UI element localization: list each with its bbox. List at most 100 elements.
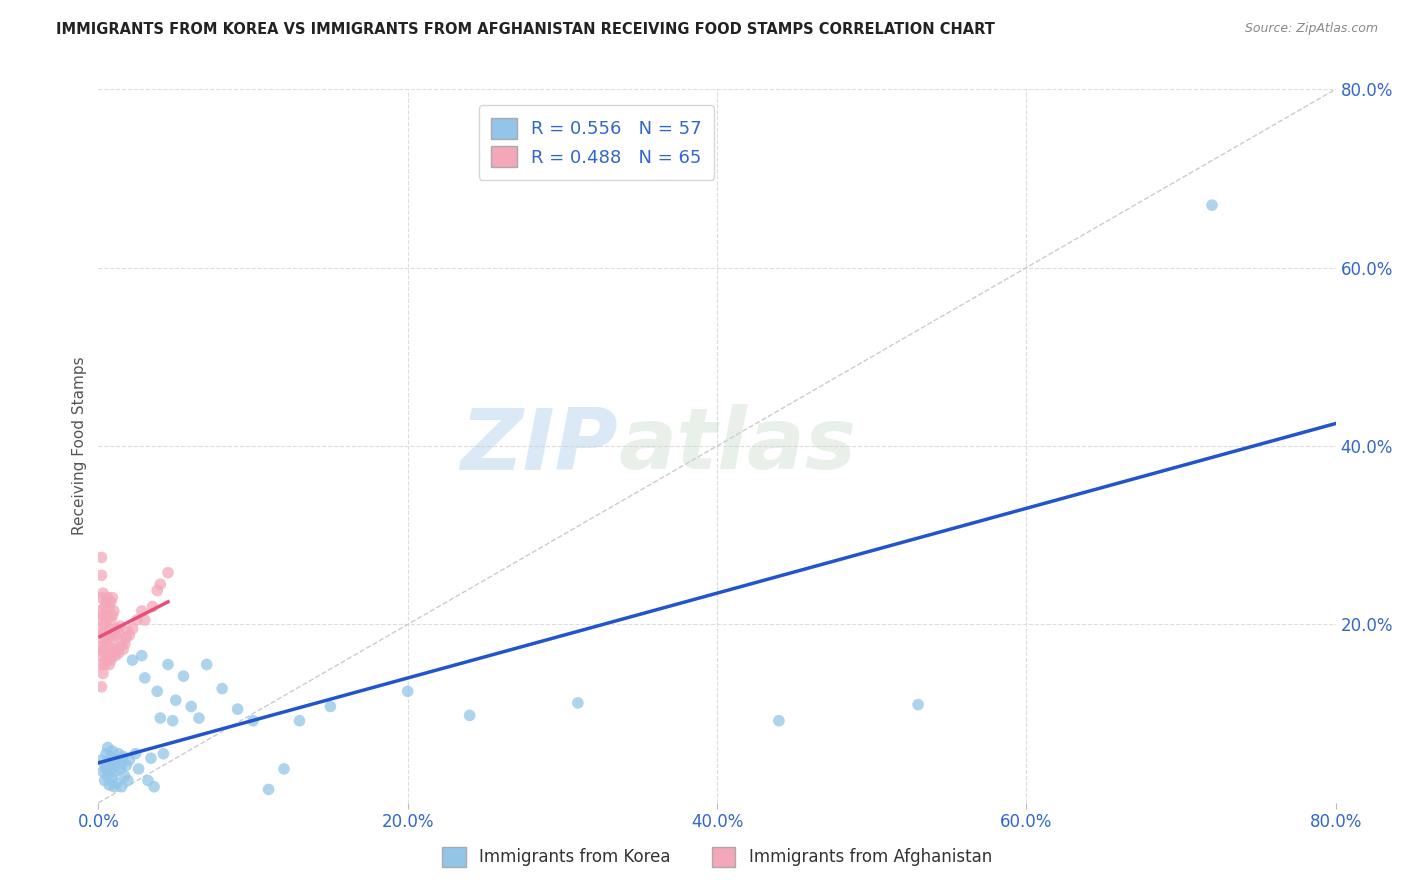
Point: [96, 653, 118, 667]
Point: [149, 711, 172, 725]
Point: [149, 577, 172, 591]
Text: atlas: atlas: [619, 404, 856, 488]
Point: [91, 586, 114, 600]
Point: [111, 635, 134, 649]
Point: [162, 714, 184, 728]
Point: [97, 740, 120, 755]
Point: [396, 684, 419, 698]
Point: [107, 626, 129, 640]
Point: [93, 640, 115, 654]
Point: [97, 631, 120, 645]
Point: [146, 583, 169, 598]
Point: [90, 591, 112, 605]
Point: [121, 622, 143, 636]
Point: [134, 671, 156, 685]
Point: [103, 624, 125, 639]
Point: [97, 648, 120, 663]
Point: [195, 657, 218, 672]
Point: [288, 714, 311, 728]
Text: Source: ZipAtlas.com: Source: ZipAtlas.com: [1244, 22, 1378, 36]
Point: [100, 749, 122, 764]
Text: IMMIGRANTS FROM KOREA VS IMMIGRANTS FROM AFGHANISTAN RECEIVING FOOD STAMPS CORRE: IMMIGRANTS FROM KOREA VS IMMIGRANTS FROM…: [56, 22, 995, 37]
Point: [567, 696, 589, 710]
Point: [97, 769, 120, 783]
Point: [211, 681, 233, 696]
Point: [98, 657, 121, 672]
Point: [98, 756, 121, 770]
Text: ZIP: ZIP: [460, 404, 619, 488]
Point: [96, 747, 118, 761]
Point: [91, 666, 114, 681]
Point: [180, 699, 202, 714]
Point: [108, 619, 131, 633]
Point: [93, 758, 115, 772]
Point: [104, 764, 127, 779]
Point: [157, 566, 180, 580]
Point: [89, 604, 111, 618]
Point: [101, 744, 124, 758]
Point: [89, 640, 111, 654]
Point: [101, 608, 124, 623]
Point: [90, 753, 112, 767]
Point: [111, 756, 134, 771]
Point: [98, 601, 121, 615]
Point: [96, 762, 118, 776]
Point: [242, 714, 264, 728]
Point: [90, 680, 112, 694]
Point: [768, 714, 790, 728]
Point: [1201, 198, 1223, 212]
Point: [89, 657, 111, 672]
Point: [90, 568, 112, 582]
Point: [90, 613, 112, 627]
Point: [118, 628, 141, 642]
Point: [105, 622, 128, 636]
Point: [114, 769, 136, 783]
Point: [107, 747, 129, 761]
Point: [104, 648, 127, 663]
Point: [131, 648, 153, 663]
Point: [96, 631, 118, 645]
Y-axis label: Receiving Food Stamps: Receiving Food Stamps: [72, 357, 87, 535]
Legend: Immigrants from Korea, Immigrants from Afghanistan: Immigrants from Korea, Immigrants from A…: [432, 838, 1002, 877]
Point: [226, 702, 249, 716]
Point: [257, 782, 280, 797]
Point: [188, 711, 211, 725]
Point: [98, 640, 121, 654]
Point: [93, 773, 115, 788]
Point: [105, 776, 128, 790]
Point: [136, 773, 159, 788]
Point: [90, 631, 112, 645]
Point: [103, 644, 125, 658]
Point: [319, 699, 342, 714]
Point: [273, 762, 295, 776]
Point: [90, 550, 112, 565]
Point: [91, 608, 114, 623]
Point: [165, 693, 187, 707]
Point: [100, 633, 122, 648]
Point: [134, 613, 156, 627]
Point: [97, 591, 120, 605]
Point: [111, 780, 134, 794]
Point: [96, 595, 118, 609]
Point: [103, 758, 125, 772]
Point: [101, 628, 124, 642]
Point: [98, 622, 121, 636]
Point: [117, 773, 139, 788]
Point: [93, 657, 115, 672]
Point: [146, 684, 169, 698]
Point: [108, 640, 131, 654]
Point: [139, 751, 162, 765]
Point: [103, 604, 125, 618]
Point: [93, 599, 115, 614]
Point: [101, 591, 124, 605]
Point: [93, 617, 115, 632]
Point: [152, 747, 174, 761]
Point: [107, 646, 129, 660]
Point: [458, 708, 481, 723]
Point: [105, 753, 128, 767]
Point: [907, 698, 929, 712]
Point: [101, 771, 124, 785]
Point: [115, 631, 138, 645]
Point: [91, 764, 114, 779]
Point: [121, 653, 143, 667]
